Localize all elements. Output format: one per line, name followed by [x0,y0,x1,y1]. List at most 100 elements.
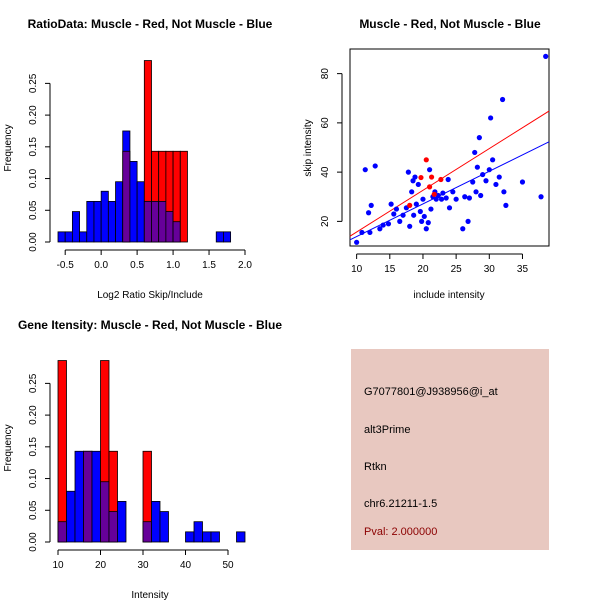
intensity-bar-12 [159,511,169,543]
scatter-y-tick-label-1: 40 [320,166,331,178]
scatter-x-tick-label-1: 15 [384,264,396,275]
ratio-bar-17 [179,150,188,243]
scatter-fit-line-blue [349,141,550,241]
scatter-x-tick-label-2: 20 [417,264,429,275]
scatter-point-blue-40 [446,205,453,211]
scatter-point-blue-49 [473,189,479,195]
scatter-point-blue-0 [354,239,360,245]
scatter-xlabel: include intensity [413,290,484,301]
scatter-y-tick-label-2: 60 [320,117,331,129]
ratio-bar-11 [136,181,145,243]
ratio-y-tick-label-5: 0.25 [28,73,39,93]
scatter-title: Muscle - Red, Not Muscle - Blue [359,17,541,31]
ratio-bar-2 [71,211,80,243]
intensity-bar-4 [91,450,101,543]
scatter-point-blue-24 [417,208,423,215]
scatter-plot-box [349,48,550,247]
scatter-point-blue-45 [465,218,471,224]
intensity-bar-1 [66,490,76,543]
scatter-point-red-5 [438,176,444,183]
intensity-title: Gene Itensity: Muscle - Red, Not Muscle … [18,318,282,332]
scatter-point-blue-29 [425,220,431,226]
ratio-bars [57,60,232,243]
scatter-point-red-4 [428,174,435,180]
scatter-point-blue-3 [365,210,372,216]
intensity-bars [57,360,246,543]
scatter-point-blue-31 [428,206,434,212]
scatter-axes: 10 15 20 25 30 35 20 40 60 80 [320,68,528,275]
ratio-bar-22 [215,231,224,243]
scatter-point-blue-39 [445,176,451,183]
location-text: chr6.21211-1.5 [364,498,438,510]
scatter-point-blue-9 [385,221,392,227]
ratio-bar-6 [100,190,109,243]
intensity-bar-0 [57,360,67,543]
scatter-point-blue-16 [405,169,411,175]
intensity-x-tick-label-1: 20 [95,560,107,571]
ratio-y-tick-label-2: 0.10 [28,168,39,188]
ratio-overlap-bar-9 [122,150,131,243]
scatter-point-blue-21 [411,212,417,218]
ratio-bar-10 [129,161,138,243]
intensity-overlap-bar-3 [83,450,93,543]
scatter-point-blue-27 [421,213,427,220]
intensity-x-tick-label-0: 10 [52,560,64,571]
scatter-point-blue-41 [450,189,456,195]
scatter-point-blue-23 [415,181,421,188]
ratio-x-tick-label-0: -0.5 [57,260,75,271]
scatter-point-blue-5 [368,202,374,208]
scatter-point-red-6 [431,191,437,197]
ratio-x-tick-label-3: 1.0 [166,260,180,271]
scatter-point-blue-22 [413,201,419,207]
scatter-point-blue-47 [470,179,476,185]
ratio-bar-8 [115,181,124,243]
scatter-point-blue-26 [420,196,426,202]
intensity-axes: 10 20 30 40 50 0.00 0.05 0.10 0.15 0.20 0.25 [28,373,234,571]
intensity-y-tick-label-3: 0.15 [28,437,39,457]
scatter-y-tick-label-3: 80 [320,68,331,80]
intensity-histogram: Gene Itensity: Muscle - Red, Not Muscle … [3,318,282,600]
scatter-point-blue-51 [476,135,482,141]
scatter-point-blue-42 [453,196,459,202]
scatter-point-blue-52 [478,192,484,199]
scatter-point-blue-6 [372,163,378,169]
ratio-bar-7 [107,200,116,243]
ratio-y-tick-label-1: 0.05 [28,200,39,220]
scatter-point-blue-7 [377,226,383,232]
ratio-histogram: RatioData: Muscle - Red, Not Muscle - Bl… [3,17,273,301]
scatter-point-blue-28 [423,226,429,232]
ratio-title: RatioData: Muscle - Red, Not Muscle - Bl… [28,17,273,31]
intensity-overlap-bar-5 [100,481,110,543]
intensity-bar-18 [210,531,220,543]
scatter-point-red-1 [418,174,424,181]
ratio-overlap-bar-13 [151,200,160,243]
ratio-bar-1 [64,231,73,243]
scatter-point-blue-58 [493,181,499,188]
ratio-axes: -0.5 0.0 0.5 1.0 1.5 2.0 0.00 0.05 0.10 0.15 0.20 0… [28,73,252,271]
intensity-overlap-bar-10 [142,521,152,543]
ratio-bar-0 [57,231,66,243]
ratio-x-tick-label-2: 0.5 [130,260,144,271]
scatter-point-blue-35 [435,192,441,199]
scatter-point-blue-10 [388,201,394,207]
intensity-bar-21 [236,531,246,543]
scatter-point-blue-17 [407,223,413,229]
scatter-point-blue-56 [488,115,494,121]
ratio-y-tick-label-4: 0.20 [28,105,39,125]
ratio-x-tick-label-1: 0.0 [94,260,108,271]
scatter-point-blue-57 [490,157,496,163]
scatter-point-blue-60 [499,96,506,103]
scatter-plot: Muscle - Red, Not Muscle - Blue 10 15 20 25… [303,17,550,301]
scatter-x-tick-label-3: 25 [451,264,463,275]
scatter-point-blue-55 [486,167,492,173]
scatter-point-blue-43 [460,226,466,232]
scatter-point-blue-1 [359,229,365,236]
event-type-text: alt3Prime [364,424,411,436]
intensity-xlabel: Intensity [131,590,168,600]
gene-name-text: Rtkn [364,461,387,473]
ratio-xlabel: Log2 Ratio Skip/Include [97,290,203,301]
scatter-point-blue-30 [427,167,433,173]
ratio-bar-5 [93,200,102,243]
scatter-y-tick-label-0: 20 [320,215,331,227]
